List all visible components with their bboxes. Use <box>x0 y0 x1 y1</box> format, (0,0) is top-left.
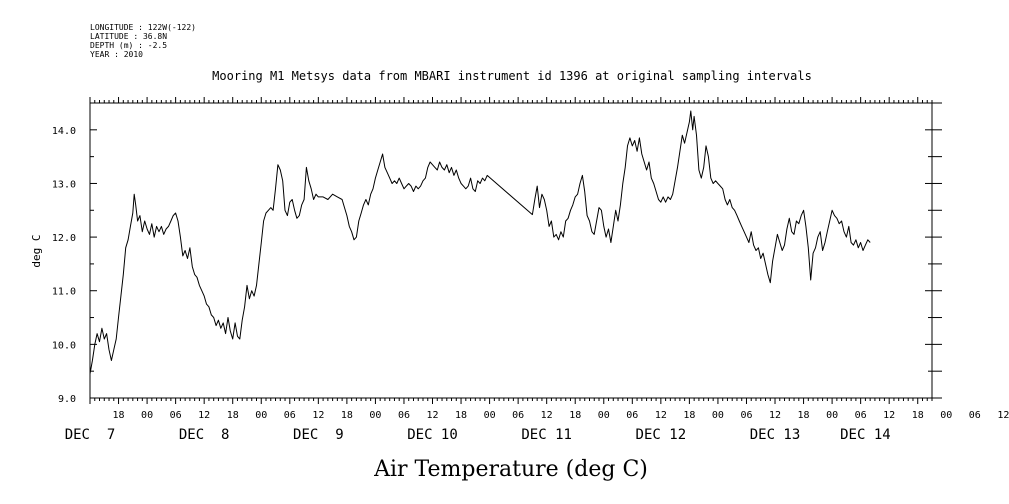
x-tick-label: 00 <box>484 410 496 421</box>
x-tick-label: 18 <box>227 410 239 421</box>
x-tick-label: 00 <box>598 410 610 421</box>
x-tick-label: 06 <box>398 410 410 421</box>
chart-title: Mooring M1 Metsys data from MBARI instru… <box>212 69 812 83</box>
x-day-label: DEC 8 <box>179 427 230 443</box>
y-tick-label: 11.0 <box>52 287 76 298</box>
y-axis-label: deg C <box>30 234 43 267</box>
x-tick-label: 00 <box>712 410 724 421</box>
x-tick-label: 00 <box>826 410 838 421</box>
x-axis: 18 00 06 12 18 00 06 12 18 00 06 12 18 00 06 12 18 00 06 12… <box>65 97 1009 443</box>
metadata-block: LONGITUDE : 122W(-122) LATITUDE : 36.8N … <box>90 23 196 59</box>
x-tick-label: 18 <box>798 410 810 421</box>
x-tick-label: 00 <box>369 410 381 421</box>
x-tick-label: 06 <box>969 410 981 421</box>
x-day-label: DEC 7 <box>65 427 116 443</box>
x-day-label: DEC 13 <box>750 427 801 443</box>
x-tick-label: 00 <box>940 410 952 421</box>
x-tick-label: 06 <box>740 410 752 421</box>
x-tick-label: 00 <box>141 410 153 421</box>
x-tick-label: 18 <box>912 410 924 421</box>
plot-frame <box>89 102 933 399</box>
x-tick-label: 18 <box>113 410 125 421</box>
x-tick-label: 18 <box>341 410 353 421</box>
air-temperature-series-line <box>89 110 871 374</box>
x-tick-label: 12 <box>541 410 553 421</box>
x-day-label: DEC 9 <box>293 427 344 443</box>
x-tick-label: 12 <box>198 410 210 421</box>
y-tick-label: 10.0 <box>52 340 76 351</box>
x-tick-label: 06 <box>284 410 296 421</box>
x-day-label: DEC 10 <box>407 427 458 443</box>
latitude-label: LATITUDE : 36.8N <box>90 32 167 41</box>
x-tick-label: 06 <box>170 410 182 421</box>
x-day-label: DEC 11 <box>521 427 572 443</box>
y-tick-label: 13.0 <box>52 179 76 190</box>
x-tick-label: 12 <box>997 410 1009 421</box>
y-tick-label: 9.0 <box>58 394 76 405</box>
x-day-label: DEC 12 <box>636 427 687 443</box>
x-tick-label: 12 <box>655 410 667 421</box>
x-tick-label: 12 <box>883 410 895 421</box>
series-layer <box>89 110 871 374</box>
y-axis: 9.0 10.0 11.0 12.0 13.0 14.0 <box>52 102 942 405</box>
x-tick-label: 12 <box>312 410 324 421</box>
x-tick-label: 18 <box>455 410 467 421</box>
x-tick-label: 18 <box>683 410 695 421</box>
x-tick-label: 18 <box>569 410 581 421</box>
x-tick-label: 06 <box>855 410 867 421</box>
x-tick-label: 06 <box>512 410 524 421</box>
year-label: YEAR : 2010 <box>90 50 143 59</box>
x-axis-label: Air Temperature (deg C) <box>373 457 648 482</box>
x-tick-label: 12 <box>769 410 781 421</box>
y-tick-label: 12.0 <box>52 233 76 244</box>
y-tick-label: 14.0 <box>52 126 76 137</box>
depth-label: DEPTH (m) : -2.5 <box>90 41 167 50</box>
x-tick-label: 06 <box>626 410 638 421</box>
longitude-label: LONGITUDE : 122W(-122) <box>90 23 196 32</box>
x-day-label: DEC 14 <box>840 427 891 443</box>
x-tick-label: 12 <box>426 410 438 421</box>
x-tick-label: 00 <box>255 410 267 421</box>
